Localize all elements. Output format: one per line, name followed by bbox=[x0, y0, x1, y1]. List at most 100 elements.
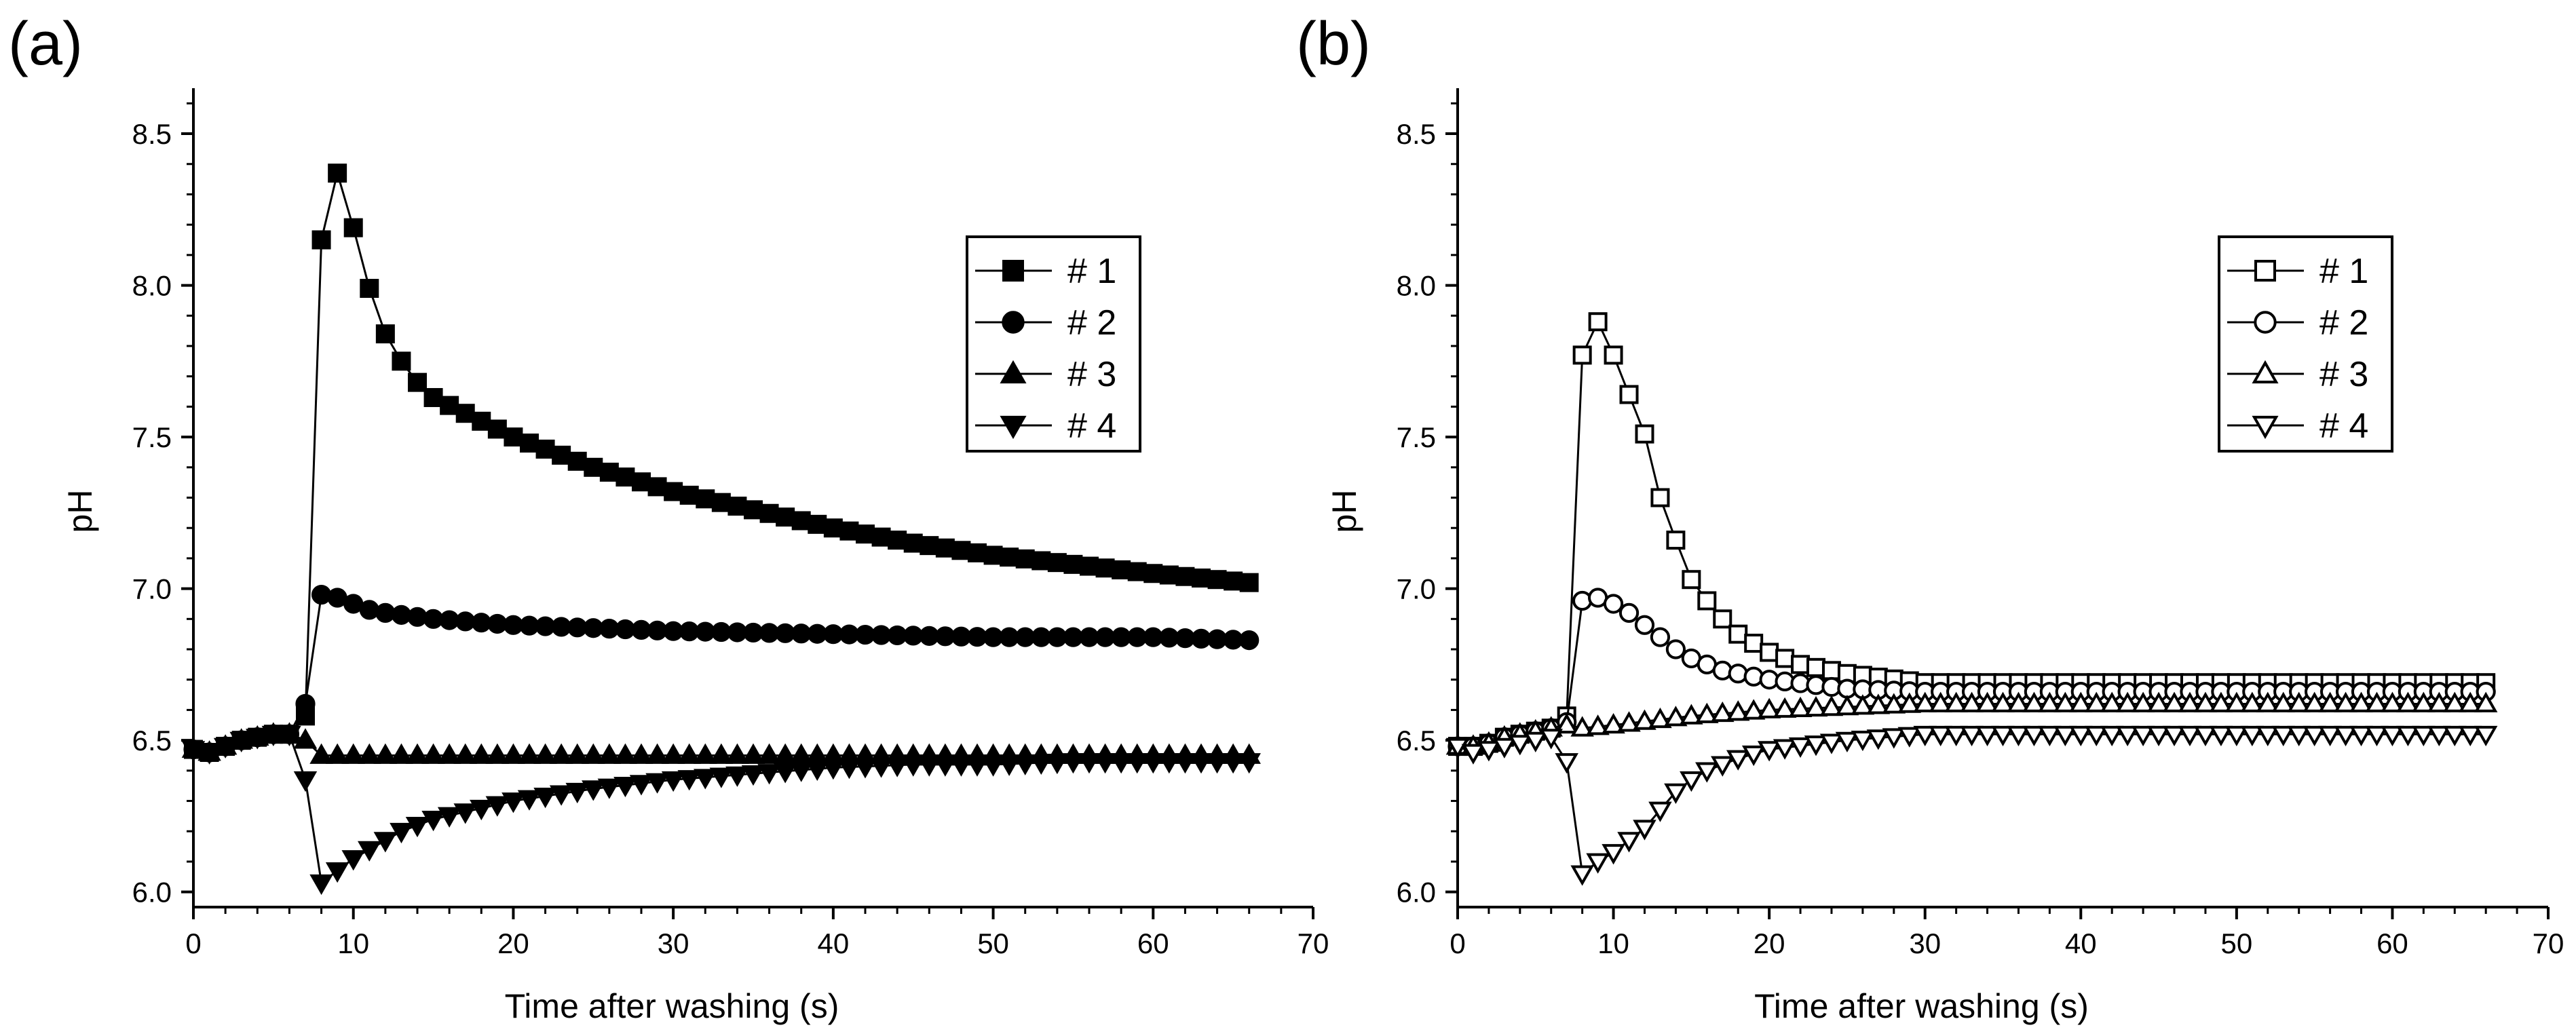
data-point bbox=[1445, 737, 1470, 759]
data-point bbox=[470, 743, 493, 764]
data-point bbox=[1207, 570, 1227, 590]
data-point bbox=[293, 771, 318, 792]
data-point bbox=[1741, 699, 1766, 720]
data-point bbox=[2084, 691, 2108, 712]
data-point bbox=[517, 790, 542, 811]
data-point bbox=[343, 594, 364, 614]
data-point bbox=[325, 862, 349, 883]
data-point bbox=[1633, 709, 1656, 730]
data-point bbox=[1063, 554, 1083, 574]
data-point bbox=[856, 524, 875, 544]
legend-marker bbox=[2254, 311, 2277, 334]
data-point bbox=[807, 623, 827, 644]
data-point bbox=[725, 766, 749, 787]
data-point bbox=[455, 611, 476, 632]
data-point bbox=[1741, 745, 1766, 767]
data-point bbox=[725, 743, 749, 764]
data-point bbox=[453, 803, 477, 824]
data-point bbox=[470, 799, 493, 821]
data-point bbox=[1095, 558, 1115, 578]
data-point bbox=[358, 841, 381, 862]
data-point bbox=[999, 627, 1019, 647]
data-point bbox=[2115, 725, 2140, 747]
data-point bbox=[325, 743, 349, 764]
x-tick-label: 40 bbox=[2065, 927, 2097, 959]
data-point bbox=[1882, 693, 1906, 714]
data-point bbox=[661, 743, 685, 764]
data-point bbox=[2084, 725, 2108, 747]
data-point bbox=[341, 743, 365, 764]
data-point bbox=[981, 756, 1005, 777]
data-point bbox=[1960, 691, 1984, 712]
data-point bbox=[1773, 739, 1797, 760]
data-point bbox=[535, 439, 555, 459]
legend-entry: # 2 bbox=[2319, 303, 2368, 343]
data-point bbox=[696, 489, 715, 509]
data-point bbox=[1189, 753, 1213, 774]
data-point bbox=[1635, 424, 1654, 444]
data-point bbox=[229, 731, 253, 752]
data-point bbox=[567, 451, 587, 471]
data-point bbox=[1713, 609, 1732, 629]
data-point bbox=[775, 623, 795, 643]
data-point bbox=[1555, 712, 1578, 734]
data-point bbox=[293, 728, 318, 749]
data-point bbox=[1112, 560, 1131, 579]
data-point bbox=[2287, 725, 2311, 747]
data-point bbox=[567, 617, 588, 638]
data-point bbox=[1726, 750, 1750, 771]
data-point bbox=[1221, 753, 1245, 774]
data-point bbox=[709, 767, 734, 788]
data-point bbox=[295, 693, 316, 714]
data-point bbox=[855, 624, 875, 645]
data-point bbox=[791, 511, 811, 531]
data-point bbox=[2318, 691, 2342, 712]
legend-box bbox=[966, 235, 1141, 453]
data-point bbox=[392, 351, 411, 371]
data-point bbox=[197, 744, 221, 765]
series-4 bbox=[1445, 725, 2498, 886]
data-point bbox=[599, 462, 619, 482]
data-point bbox=[903, 533, 923, 553]
data-point bbox=[2334, 725, 2357, 747]
data-point bbox=[2146, 725, 2171, 747]
legend-entry: # 4 bbox=[1067, 406, 1116, 446]
data-point bbox=[1061, 753, 1085, 774]
data-point bbox=[1013, 754, 1037, 775]
data-point bbox=[773, 743, 797, 764]
data-point bbox=[711, 493, 731, 512]
data-point bbox=[501, 792, 525, 813]
data-point bbox=[246, 729, 269, 750]
data-point bbox=[1602, 844, 1625, 865]
y-tick-label: 7.0 bbox=[1397, 573, 1436, 605]
data-point bbox=[645, 743, 669, 764]
data-point bbox=[615, 619, 636, 640]
data-point bbox=[1572, 590, 1593, 611]
data-point bbox=[2178, 691, 2202, 712]
data-point bbox=[1648, 801, 1672, 822]
data-point bbox=[597, 778, 622, 799]
data-point bbox=[440, 396, 459, 415]
legend-marker bbox=[2252, 360, 2279, 384]
data-point bbox=[2474, 691, 2498, 712]
data-point bbox=[2224, 725, 2249, 747]
data-point bbox=[2162, 691, 2186, 712]
data-point bbox=[501, 743, 525, 764]
x-tick-label: 20 bbox=[497, 927, 529, 959]
data-point bbox=[1633, 820, 1656, 841]
data-point bbox=[1866, 729, 1891, 750]
data-point bbox=[487, 419, 507, 439]
data-point bbox=[278, 725, 301, 747]
legend-entry: # 1 bbox=[2319, 252, 2368, 291]
data-point bbox=[757, 743, 781, 764]
data-point bbox=[2038, 725, 2062, 747]
data-point bbox=[677, 743, 701, 764]
data-point bbox=[597, 743, 622, 764]
data-point bbox=[645, 773, 669, 794]
data-point bbox=[727, 497, 747, 516]
data-point bbox=[1077, 753, 1101, 774]
data-point bbox=[1000, 548, 1019, 567]
data-point bbox=[311, 584, 332, 605]
data-point bbox=[2069, 725, 2093, 747]
data-point bbox=[2443, 691, 2467, 712]
